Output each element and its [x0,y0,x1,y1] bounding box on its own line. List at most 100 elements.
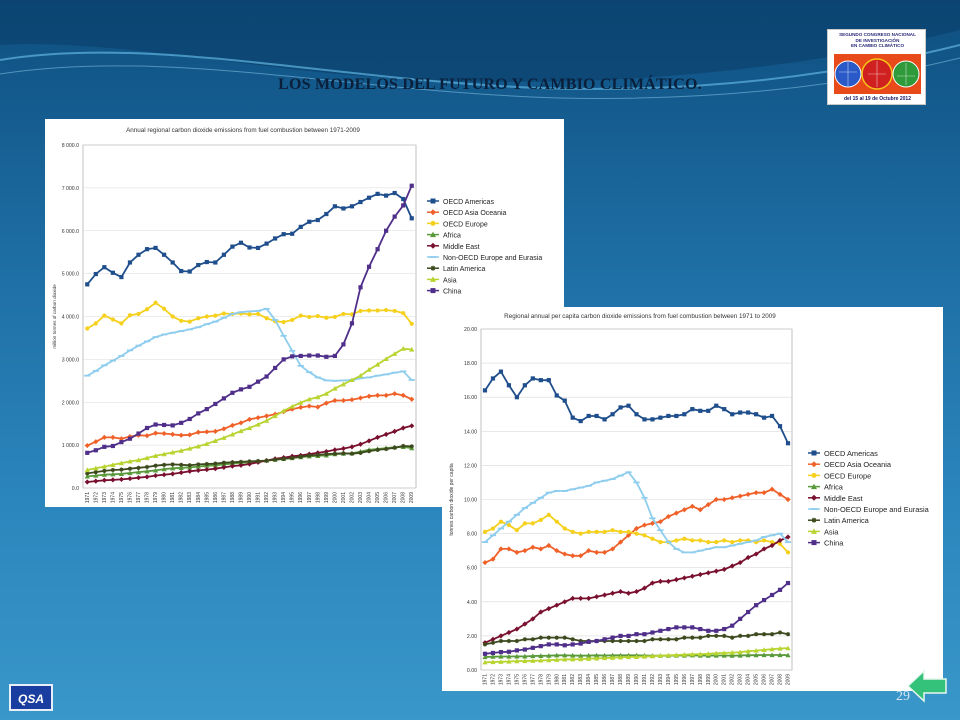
legend-item-non-oecd-europe-and-eurasia: Non-OECD Europe and Eurasia [427,255,542,262]
x-tick-label: 2006 [762,674,768,685]
data-point [230,390,235,395]
data-point [152,453,159,458]
data-point [110,477,116,483]
x-tick-label: 1994 [666,674,672,685]
data-point [332,385,338,391]
data-point [602,637,607,642]
x-tick-label: 2001 [341,492,347,503]
data-point [706,633,711,638]
data-point [722,633,727,638]
x-tick-label: 1977 [136,492,142,503]
data-point [482,559,488,566]
data-point [737,542,744,545]
data-point [705,502,711,508]
data-point [737,649,743,655]
data-point [578,641,583,646]
data-point [673,548,680,550]
x-tick-label: 2006 [384,492,390,503]
data-point [170,431,176,438]
data-point [721,652,727,658]
data-point [506,383,512,388]
y-tick-label: 4 000.0 [62,315,79,321]
data-point [522,383,527,388]
x-tick-label: 1977 [530,674,536,685]
data-point [374,434,381,441]
legend-item-oecd-europe: OECD Europe [808,471,871,480]
data-point [777,541,783,546]
data-point [307,219,312,224]
data-point [570,656,576,662]
data-point [298,404,304,410]
data-point [506,649,512,654]
data-point [753,647,759,653]
data-point [341,206,346,211]
data-point [506,638,512,644]
data-point [506,522,512,528]
x-tick-label: 1974 [110,492,116,503]
y-tick-label: 8 000.0 [62,143,79,149]
data-point [366,195,372,200]
legend: OECD Americas OECD Asia Oceania OECD Europ… [808,449,930,548]
data-point [784,541,792,544]
y-tick-label: 2 000.0 [62,400,79,406]
x-tick-label: 1978 [538,674,544,685]
data-point [505,520,513,523]
data-point [682,412,687,417]
data-point [650,417,655,422]
series-oecd-asia-oceania [84,391,415,449]
data-point [706,408,711,413]
data-point [178,448,184,453]
data-point [609,652,616,658]
data-point [626,403,631,408]
y-tick-label: 12.00 [464,463,477,469]
data-point [690,635,695,640]
data-point [409,423,415,429]
data-point [754,603,759,608]
data-point [101,463,107,469]
data-point [745,541,752,544]
data-point [272,319,279,321]
data-point [554,652,560,658]
legend-item-latin-america: Latin America [808,516,870,525]
data-point [341,451,346,456]
data-point [101,364,108,367]
legend-item-oecd-asia-oceania: OECD Asia Oceania [808,460,892,469]
data-point [340,379,347,382]
data-point [546,653,552,658]
data-point [769,646,775,652]
data-point [602,529,607,534]
data-point [84,374,91,377]
x-tick-label: 1999 [706,674,712,685]
data-point [264,374,269,379]
data-point [777,587,783,592]
data-point [626,529,631,534]
y-tick-label: 16.00 [464,395,477,401]
data-point [196,462,201,467]
data-point [689,551,696,554]
legend-swatch-marker [430,220,436,226]
data-point [666,626,671,632]
legend-swatch-marker [430,276,436,282]
data-point [392,445,397,450]
data-point [657,578,664,584]
data-point [281,408,287,413]
data-point [392,308,397,314]
data-point [618,633,623,638]
x-tick-label: 2009 [786,674,792,685]
x-tick-label: 2008 [401,492,407,503]
legend-label: China [443,289,461,296]
data-point [161,466,167,472]
data-point [298,313,303,318]
data-point [602,652,608,658]
x-tick-label: 1986 [602,674,608,685]
data-point [522,637,527,642]
data-point [594,655,600,661]
data-point [135,457,142,463]
data-point [745,648,751,654]
legend-swatch-marker [430,198,436,204]
data-point [753,539,760,542]
data-point [195,326,202,329]
data-point [272,413,278,419]
x-tick-label: 1984 [586,674,592,685]
back-arrow-icon[interactable] [906,668,948,704]
